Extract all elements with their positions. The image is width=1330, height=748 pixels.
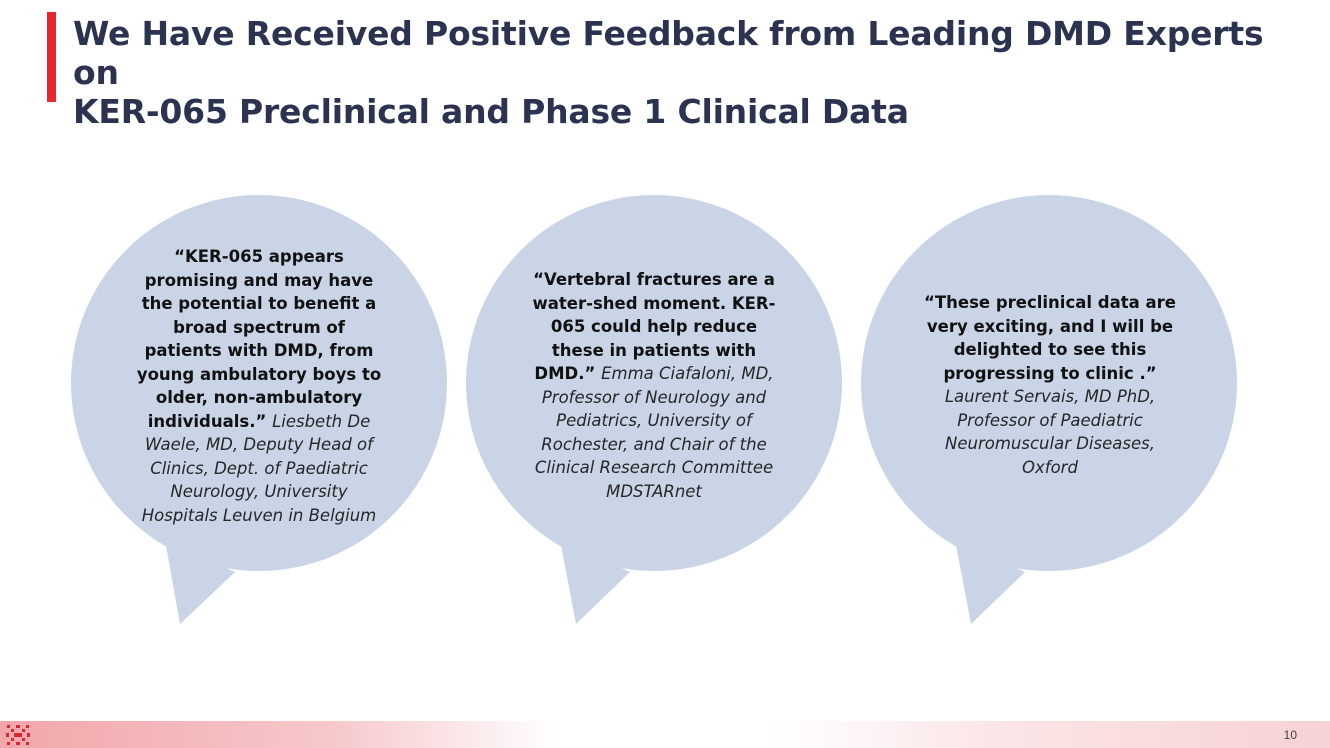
quote-card-3: “These preclinical data are very excitin… — [924, 291, 1176, 479]
quote-card-1: “KER-065 appears promising and may have … — [136, 245, 382, 527]
quote-attribution: Emma Ciafaloni, MD, Professor of Neurolo… — [534, 364, 774, 501]
speech-bubble-3 — [861, 195, 1237, 624]
company-logo-icon — [6, 725, 30, 745]
page-number: 10 — [1283, 728, 1297, 742]
quote-text: “These preclinical data are very excitin… — [924, 293, 1176, 383]
speech-bubble-2 — [466, 195, 842, 624]
slide-title-line-2: KER-065 Preclinical and Phase 1 Clinical… — [73, 92, 909, 131]
speech-bubble-1 — [71, 195, 447, 624]
quote-card-2: “Vertebral fractures are a water-shed mo… — [530, 268, 778, 503]
slide-title-line-1: We Have Received Positive Feedback from … — [73, 14, 1264, 92]
quote-text: “Vertebral fractures are a water-shed mo… — [532, 270, 776, 383]
quote-attribution: Liesbeth De Waele, MD, Deputy Head of Cl… — [141, 411, 377, 525]
slide-title: We Have Received Positive Feedback from … — [73, 14, 1293, 131]
title-accent-bar — [47, 12, 56, 102]
footer-band: 10 — [0, 721, 1330, 748]
quote-text: “KER-065 appears promising and may have … — [136, 247, 382, 431]
quote-attribution: Laurent Servais, MD PhD, Professor of Pa… — [944, 387, 1156, 477]
